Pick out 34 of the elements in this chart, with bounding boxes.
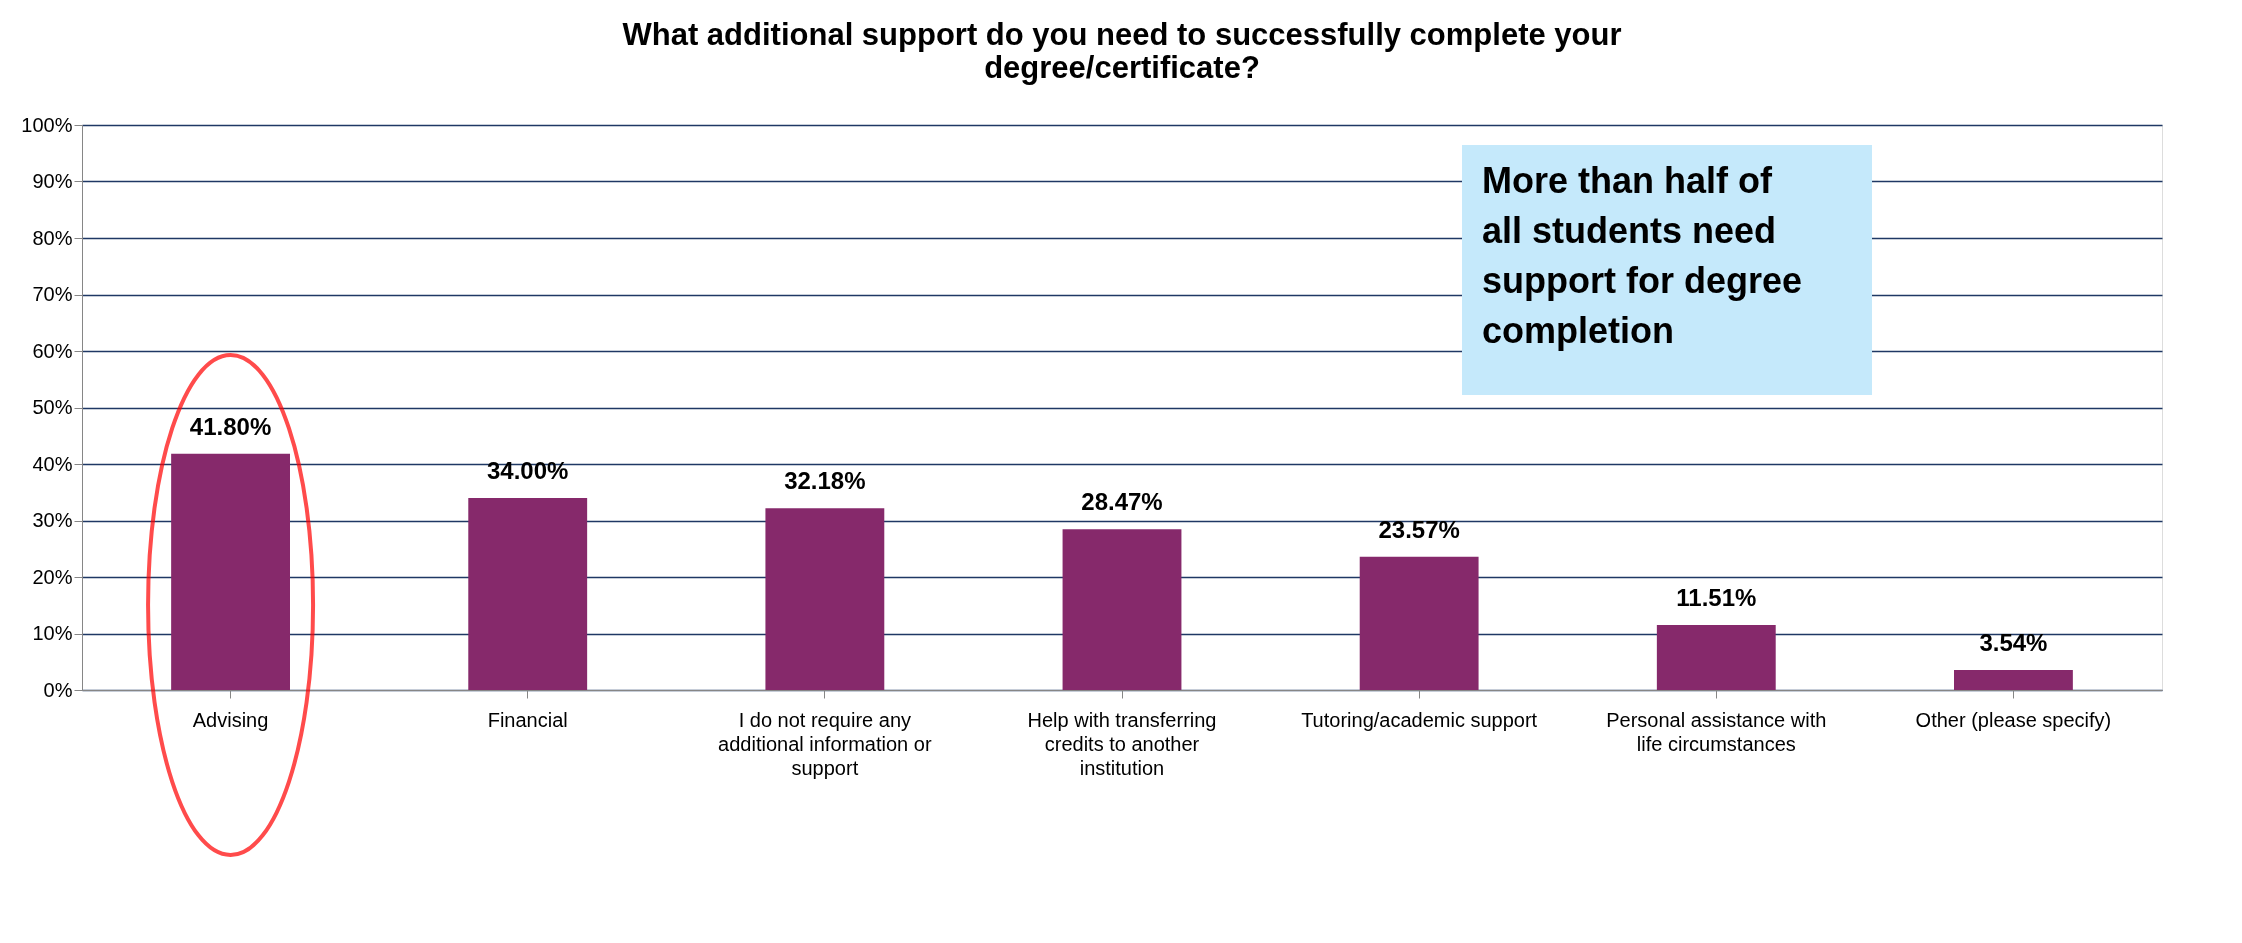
bar (1656, 624, 1776, 690)
data-label: 41.80% (189, 412, 272, 440)
bar (171, 453, 290, 690)
x-tick-label: Financial (487, 708, 568, 731)
y-tick-label: 60% (32, 339, 73, 362)
bar (1062, 529, 1182, 690)
y-tick-label: 40% (32, 452, 73, 475)
data-label: 23.57% (1378, 515, 1460, 543)
chart-title: What additional support do you need to successfully complete your degree/certificate? (622, 17, 1622, 85)
data-label: 11.51% (1676, 583, 1757, 611)
data-label: 34.00% (487, 456, 569, 484)
bar (468, 497, 588, 690)
x-tick-label: I do not require any additional information or support (718, 708, 932, 779)
y-tick-label: 10% (32, 622, 73, 644)
y-tick-label: 20% (32, 565, 73, 588)
x-tick-label: Tutoring/academic support (1301, 708, 1538, 731)
data-label: 3.54% (1979, 629, 2048, 656)
bar (1954, 670, 2073, 690)
x-tick-label: Help with transferring credits to another institution (1027, 708, 1217, 779)
y-tick-label: 70% (32, 283, 73, 305)
y-tick-label: 100% (21, 113, 73, 136)
y-tick-label: 50% (32, 396, 73, 418)
bar (765, 508, 885, 690)
y-tick-label: 30% (32, 509, 73, 531)
data-label: 28.47% (1081, 488, 1163, 516)
annotation: More than half of all students need support for degree completion (1482, 160, 1803, 351)
data-label: 32.18% (784, 467, 866, 495)
y-tick-label: 80% (32, 226, 73, 249)
x-tick-label: Advising (192, 708, 269, 731)
y-tick-label: 90% (32, 170, 73, 192)
x-tick-label: Personal assistance with life circumstances (1606, 708, 1827, 755)
bar (1359, 556, 1479, 690)
y-tick-label: 0% (43, 678, 73, 701)
x-tick-label: Other (please specify) (1915, 708, 2112, 731)
